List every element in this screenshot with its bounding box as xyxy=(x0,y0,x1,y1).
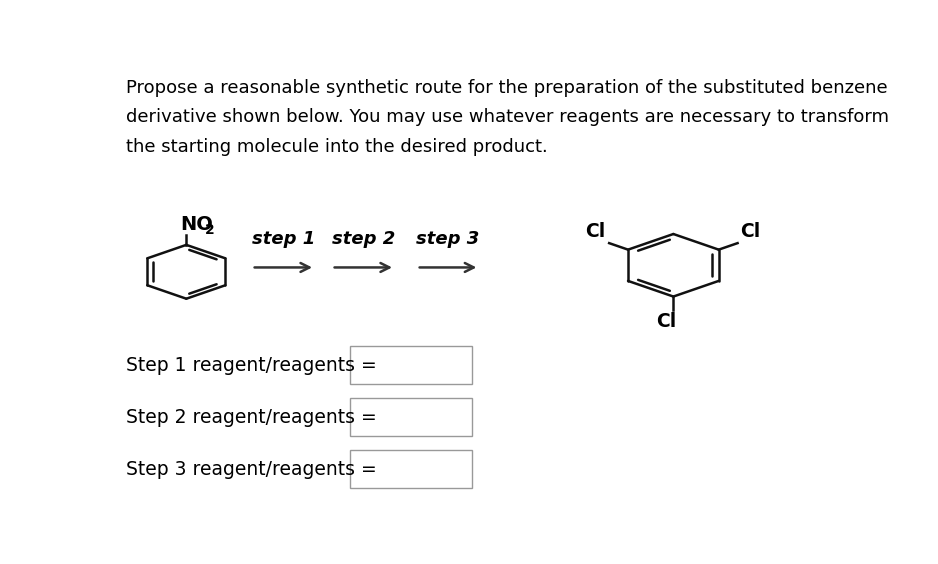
Text: derivative shown below. You may use whatever reagents are necessary to transform: derivative shown below. You may use what… xyxy=(126,108,889,126)
Text: Propose a reasonable synthetic route for the preparation of the substituted benz: Propose a reasonable synthetic route for… xyxy=(126,78,887,96)
Text: 2: 2 xyxy=(204,223,214,237)
Text: Step 1 reagent/reagents =: Step 1 reagent/reagents = xyxy=(126,356,377,374)
Text: Step 2 reagent/reagents =: Step 2 reagent/reagents = xyxy=(126,408,377,427)
Bar xyxy=(350,398,472,437)
Text: Cl: Cl xyxy=(585,222,606,241)
Bar xyxy=(350,346,472,384)
Text: Step 3 reagent/reagents =: Step 3 reagent/reagents = xyxy=(126,460,377,479)
Bar xyxy=(350,450,472,488)
Text: Cl: Cl xyxy=(740,222,760,241)
Text: Cl: Cl xyxy=(656,312,676,331)
Text: step 3: step 3 xyxy=(416,230,479,248)
Text: NO: NO xyxy=(180,215,213,234)
Text: step 2: step 2 xyxy=(332,230,395,248)
Text: the starting molecule into the desired product.: the starting molecule into the desired p… xyxy=(126,138,548,156)
Text: step 1: step 1 xyxy=(251,230,315,248)
